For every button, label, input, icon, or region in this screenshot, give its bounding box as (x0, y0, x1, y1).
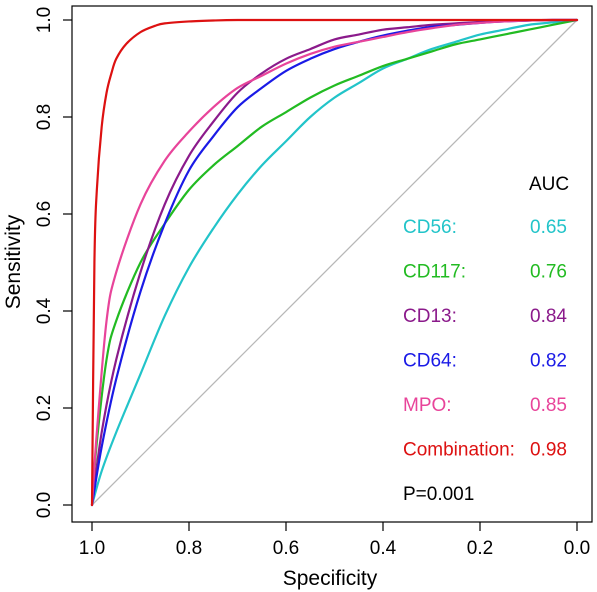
legend-auc-combination: 0.98 (530, 440, 567, 461)
series-line-mpo (90, 18, 579, 507)
legend-name-cd13: CD13: (403, 306, 457, 327)
plot-frame (71, 5, 593, 523)
y-tick-label: 0.6 (34, 201, 55, 227)
x-tick-label: 0.8 (176, 538, 202, 559)
y-axis-title: Sensitivity (2, 214, 25, 309)
legend-name-mpo: MPO: (403, 395, 452, 416)
legend-auc-cd56: 0.65 (530, 217, 567, 238)
legend-name-combination: Combination: (403, 440, 515, 461)
x-tick-label: 1.0 (79, 538, 105, 559)
plot-area (90, 18, 579, 507)
y-tick-label: 0.2 (34, 395, 55, 421)
legend-name-cd56: CD56: (403, 217, 457, 238)
series-line-cd117 (90, 18, 579, 507)
legend: AUC P=0.001 CD56: 0.65 CD117: 0.76 CD13: 0.84… (403, 174, 569, 505)
series-line-combination (90, 18, 579, 507)
x-tick-label: 0.6 (273, 538, 299, 559)
legend-name-cd117: CD117: (403, 262, 466, 283)
legend-auc-cd64: 0.82 (530, 351, 567, 372)
series-line-cd56 (90, 18, 579, 507)
axes: 1.0 0.8 0.6 0.4 0.2 0.0 0.0 0.2 0.4 0.6 0.8 1.0 (34, 5, 593, 559)
legend-footer: P=0.001 (403, 484, 474, 505)
y-tick-label: 0.0 (34, 492, 55, 518)
x-axis-title: Specificity (283, 567, 378, 590)
y-tick-label: 1.0 (34, 7, 55, 33)
legend-auc-cd13: 0.84 (530, 306, 567, 327)
x-tick-label: 0.2 (467, 538, 493, 559)
x-tick-label: 0.0 (564, 538, 590, 559)
y-tick-label: 0.4 (34, 297, 55, 324)
x-tick-label: 0.4 (370, 538, 397, 559)
legend-header: AUC (529, 174, 569, 195)
legend-auc-cd117: 0.76 (530, 262, 567, 283)
reference-diagonal (91, 19, 578, 506)
y-tick-label: 0.8 (34, 104, 55, 130)
legend-auc-mpo: 0.85 (530, 395, 567, 416)
legend-name-cd64: CD64: (403, 351, 457, 372)
